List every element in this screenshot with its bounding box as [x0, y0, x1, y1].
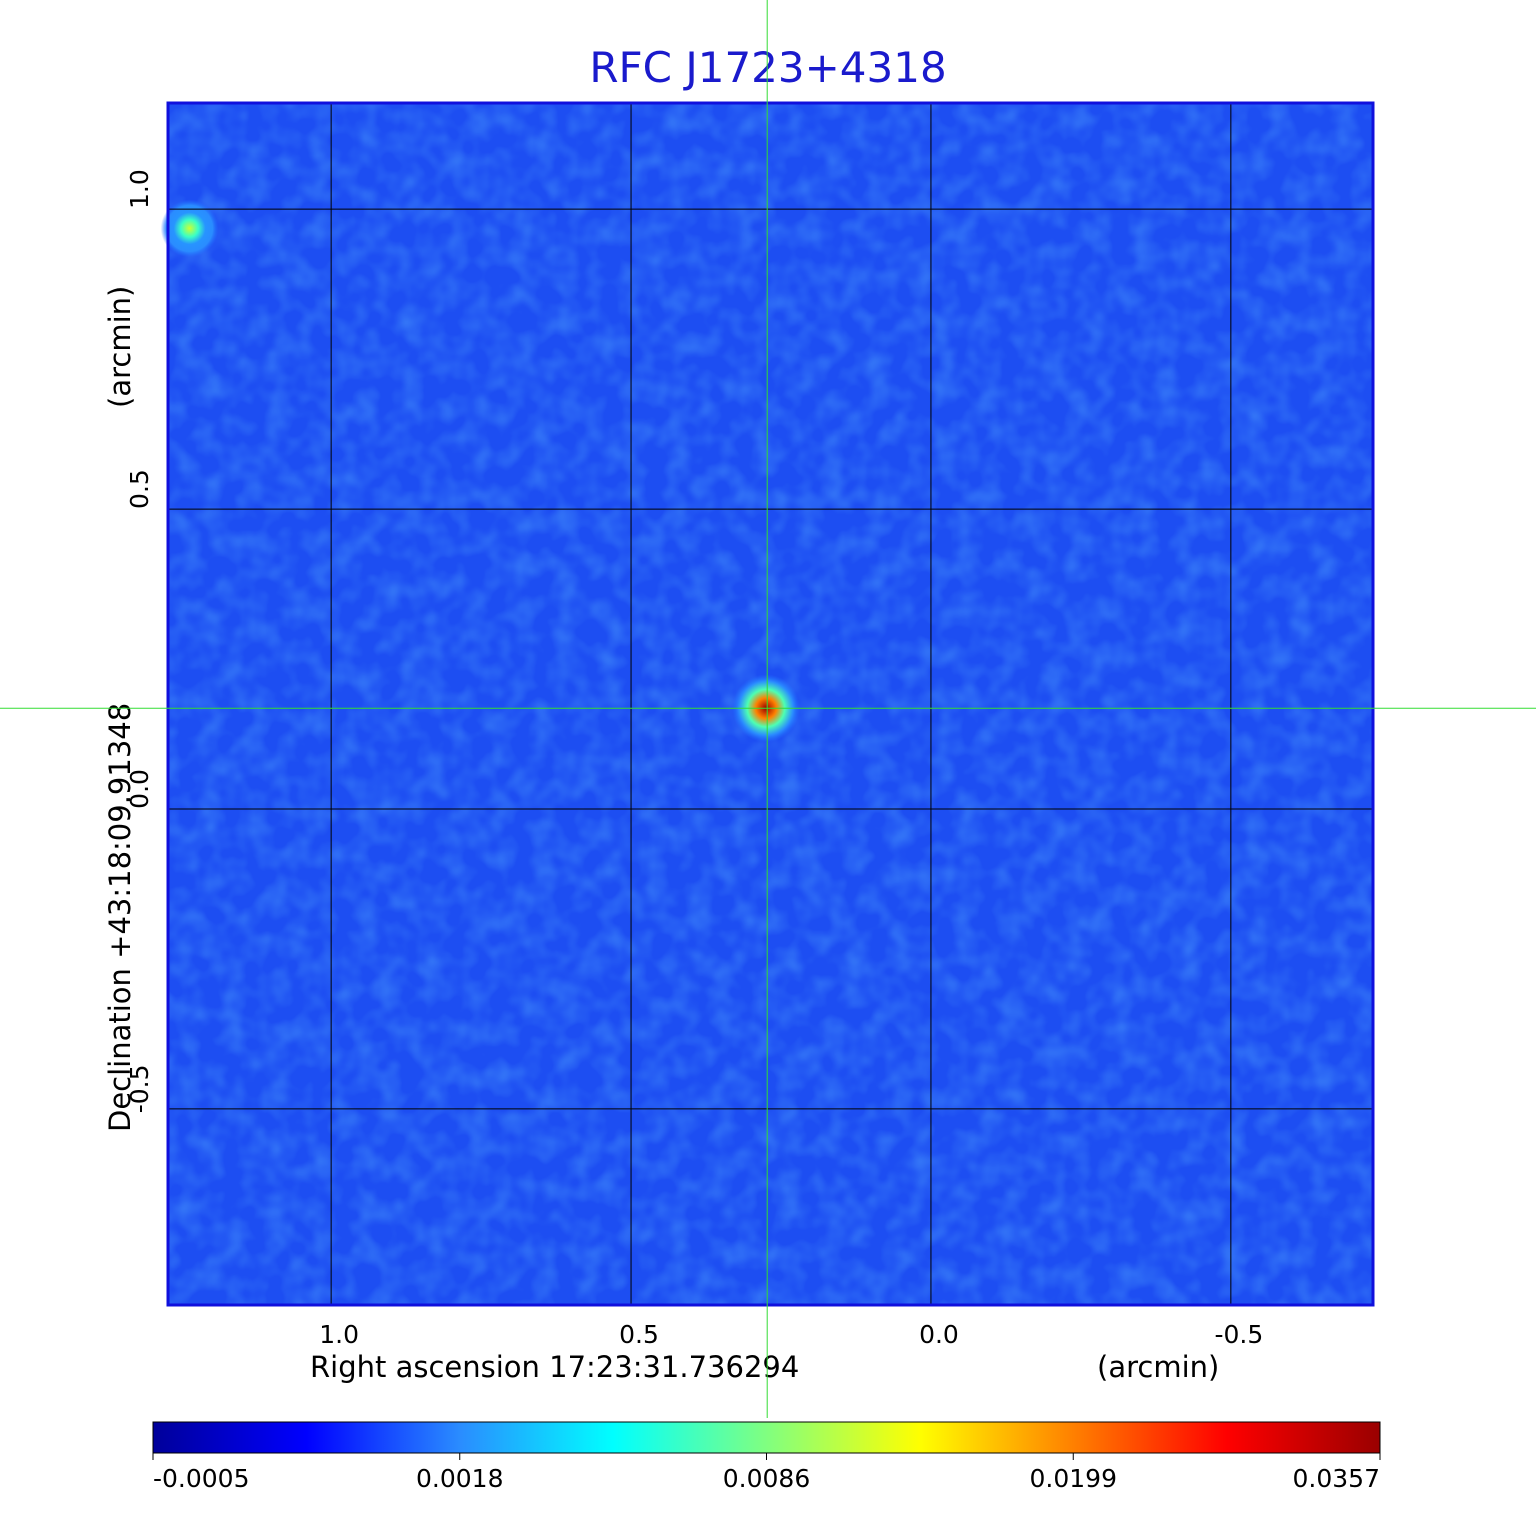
- y-tick-label: 0.0: [125, 769, 154, 809]
- y-tick-label: 1.0: [125, 169, 154, 209]
- y-axis-unit: (arcmin): [103, 286, 137, 408]
- x-tick-label: 0.5: [619, 1320, 659, 1349]
- colorbar-tick-label: 0.0357: [1293, 1464, 1380, 1493]
- chart-title: RFC J1723+4318: [589, 43, 946, 92]
- colorbar-tick-label: 0.0018: [416, 1464, 503, 1493]
- source: [160, 199, 219, 258]
- x-axis-unit: (arcmin): [1097, 1350, 1219, 1384]
- x-tick-label: 0.0: [919, 1320, 959, 1349]
- plot-frame: [166, 101, 1375, 1307]
- colorbar-tick-label: -0.0005: [153, 1464, 250, 1493]
- y-axis-label: Declination +43:18:09.91348: [103, 703, 137, 1132]
- colorbar-tick-label: 0.0199: [1030, 1464, 1117, 1493]
- x-tick-label: -0.5: [1214, 1320, 1263, 1349]
- colorbar-tick-label: 0.0086: [723, 1464, 810, 1493]
- y-tick-label: -0.5: [125, 1064, 154, 1113]
- y-tick-label: 0.5: [125, 469, 154, 509]
- colorbar: [152, 1421, 1381, 1454]
- x-axis-label: Right ascension 17:23:31.736294: [310, 1350, 799, 1384]
- x-tick-label: 1.0: [319, 1320, 359, 1349]
